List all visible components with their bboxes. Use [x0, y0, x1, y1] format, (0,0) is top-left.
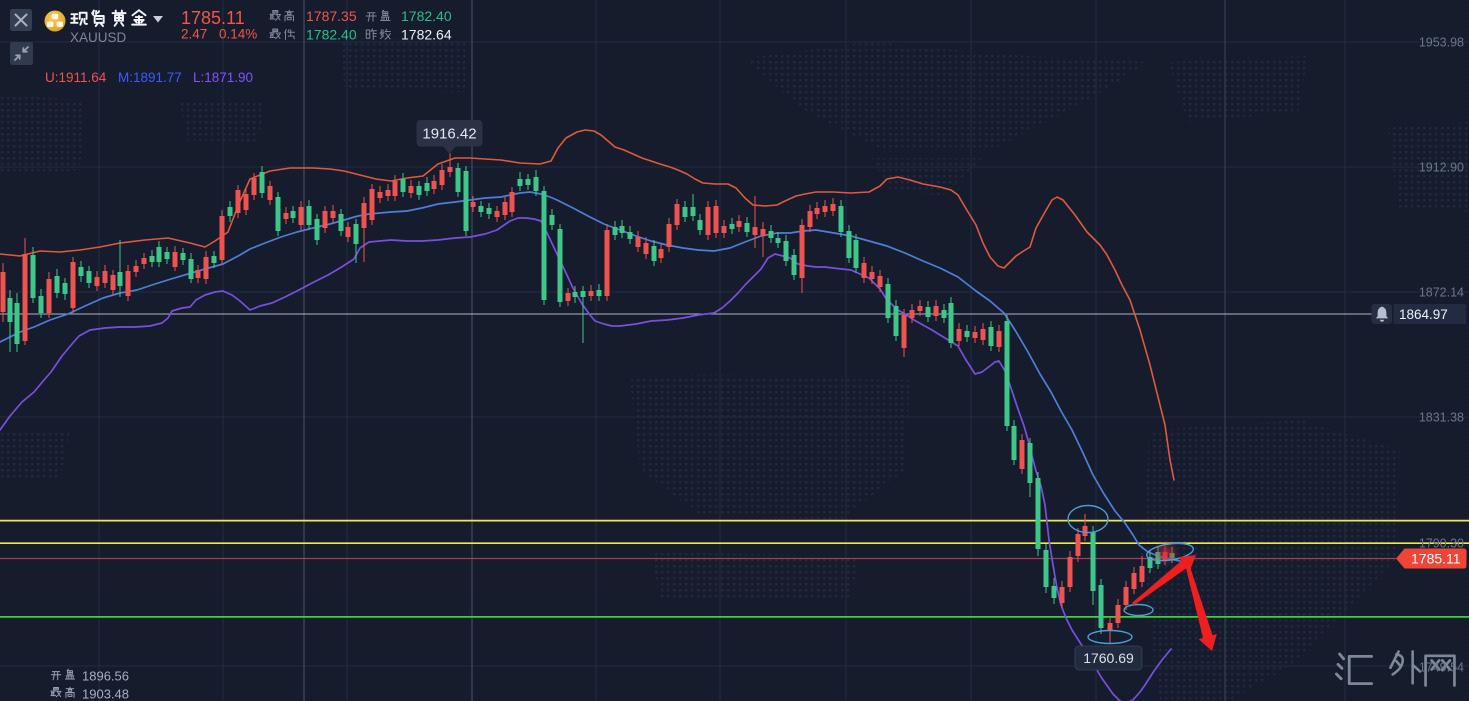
svg-text:1912.90: 1912.90	[1419, 161, 1464, 175]
svg-text:1872.14: 1872.14	[1419, 286, 1464, 300]
svg-text:U:1911.64: U:1911.64	[45, 70, 107, 85]
svg-text:2.47: 2.47	[181, 27, 207, 42]
svg-text:1782.40: 1782.40	[401, 8, 452, 24]
svg-text:1896.56: 1896.56	[82, 669, 129, 684]
svg-text:1760.69: 1760.69	[1083, 650, 1134, 666]
svg-text:1864.97: 1864.97	[1399, 307, 1448, 322]
svg-text:1782.64: 1782.64	[401, 27, 452, 43]
svg-text:1790.30: 1790.30	[1419, 537, 1464, 551]
svg-text:1953.98: 1953.98	[1419, 36, 1464, 50]
svg-text:1785.11: 1785.11	[181, 8, 245, 28]
svg-text:XAUUSD: XAUUSD	[70, 30, 127, 45]
svg-text:1749.54: 1749.54	[1419, 661, 1464, 675]
svg-text:1831.38: 1831.38	[1419, 411, 1464, 425]
svg-text:1782.40: 1782.40	[306, 27, 357, 43]
svg-text:1785.11: 1785.11	[1411, 551, 1461, 567]
svg-text:1903.48: 1903.48	[82, 687, 129, 701]
svg-text:M:1891.77: M:1891.77	[118, 70, 182, 85]
svg-text:L:1871.90: L:1871.90	[193, 70, 253, 85]
svg-text:0.14%: 0.14%	[219, 27, 257, 42]
svg-text:1916.42: 1916.42	[422, 126, 476, 143]
svg-text:1787.35: 1787.35	[306, 8, 357, 24]
